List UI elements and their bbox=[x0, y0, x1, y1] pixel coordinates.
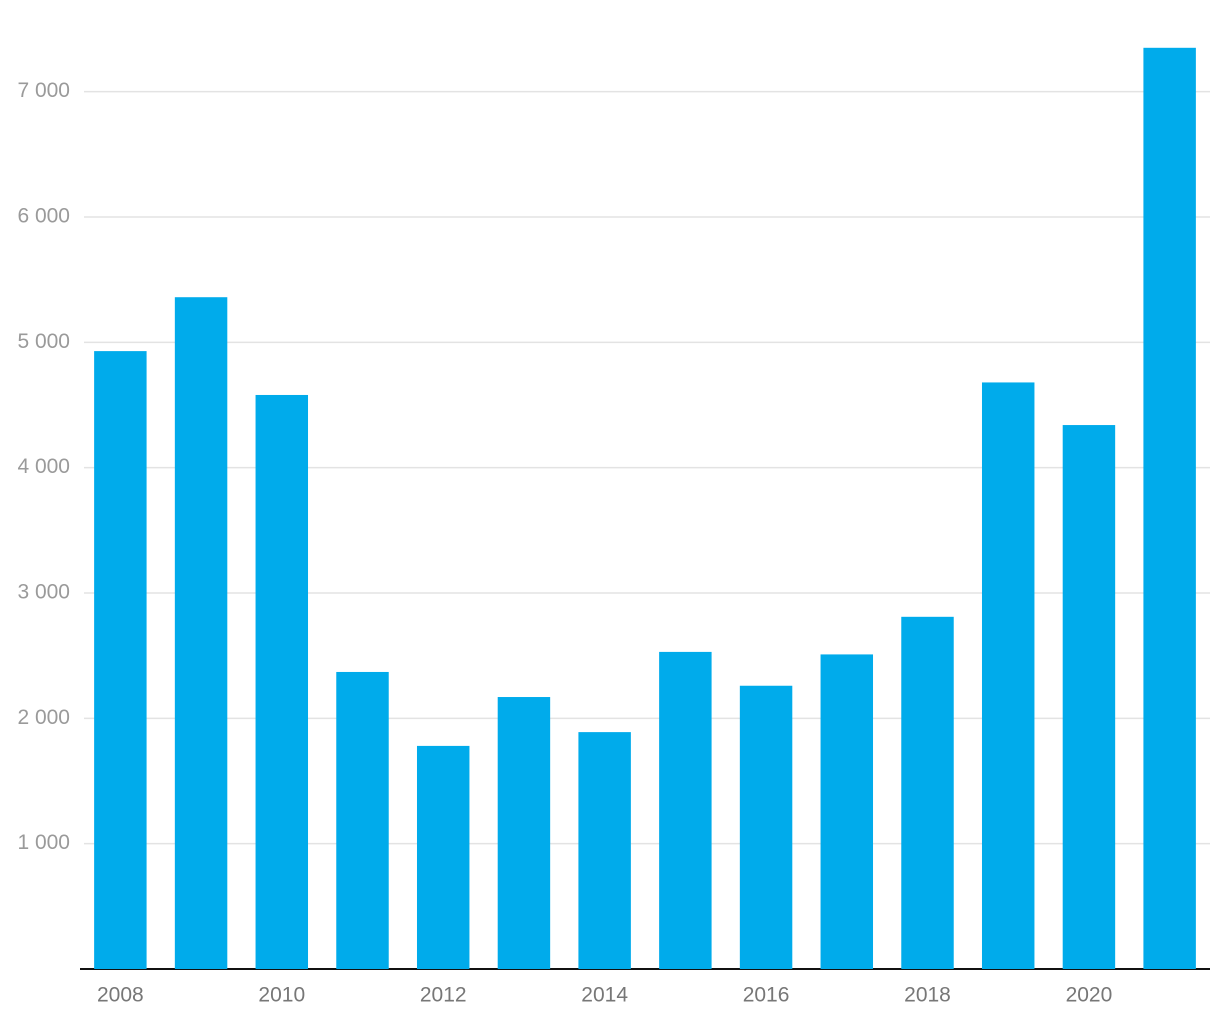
bar bbox=[901, 616, 954, 969]
x-tick-label: 2014 bbox=[581, 984, 628, 1007]
y-tick-label: 7 000 bbox=[17, 79, 70, 102]
bar bbox=[578, 732, 631, 969]
y-tick-label: 1 000 bbox=[17, 831, 70, 854]
x-tick-label: 2012 bbox=[420, 984, 467, 1007]
bar bbox=[416, 745, 470, 969]
x-tick-label: 2008 bbox=[97, 984, 144, 1007]
bar bbox=[981, 382, 1035, 969]
bar bbox=[255, 394, 309, 969]
y-tick-label: 6 000 bbox=[17, 205, 70, 228]
x-tick-label: 2016 bbox=[743, 984, 790, 1007]
bar bbox=[820, 654, 874, 969]
x-tick-label: 2010 bbox=[258, 984, 305, 1007]
y-tick-label: 2 000 bbox=[17, 706, 70, 729]
bar bbox=[1062, 425, 1116, 969]
bar bbox=[739, 685, 793, 969]
x-tick-label: 2020 bbox=[1066, 984, 1113, 1007]
y-tick-label: 4 000 bbox=[17, 455, 70, 478]
bar bbox=[174, 297, 228, 969]
bar bbox=[497, 697, 551, 969]
x-tick-label: 2018 bbox=[904, 984, 951, 1007]
bar bbox=[94, 351, 147, 969]
y-tick-label: 5 000 bbox=[17, 330, 70, 353]
bar bbox=[336, 671, 389, 969]
y-tick-label: 3 000 bbox=[17, 581, 70, 604]
bar bbox=[659, 651, 712, 969]
bar bbox=[1143, 47, 1196, 970]
